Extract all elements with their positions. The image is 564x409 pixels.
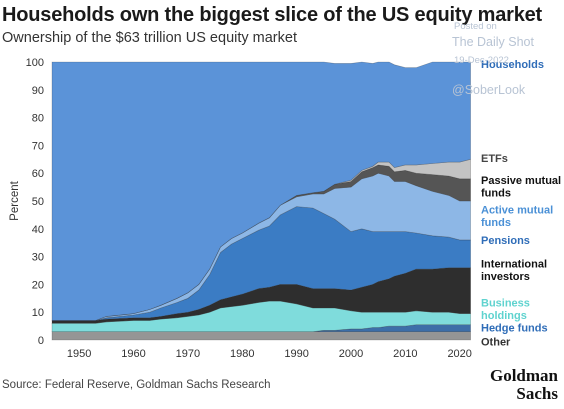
series-label: funds	[481, 188, 511, 200]
series-label: Business	[481, 297, 530, 309]
series-label: Passive mutual	[481, 175, 561, 187]
y-axis-label: Percent	[9, 180, 21, 220]
series-label: International	[481, 259, 547, 271]
series-label: Other	[481, 336, 511, 348]
series-label: Hedge funds	[481, 322, 548, 334]
y-tick-label: 10	[32, 307, 44, 319]
y-tick-label: 20	[32, 279, 44, 291]
series-label: investors	[481, 271, 530, 283]
series-label: Pensions	[481, 235, 530, 247]
y-tick-label: 40	[32, 224, 44, 236]
watermark-date: 19-Dec-2022	[454, 55, 509, 66]
series-label: Households	[481, 59, 544, 71]
goldman-sachs-logo: Goldman Sachs	[489, 366, 558, 403]
series-label: Active mutual	[481, 204, 553, 216]
y-tick-label: 50	[32, 196, 44, 208]
source-note: Source: Federal Reserve, Goldman Sachs R…	[2, 379, 271, 391]
y-tick-label: 70	[32, 140, 44, 152]
y-tick-label: 60	[32, 168, 44, 180]
x-tick-label: 2000	[339, 348, 363, 360]
y-tick-label: 100	[26, 57, 44, 69]
y-tick-label: 30	[32, 252, 44, 264]
watermark-posted-on: Posted on	[454, 21, 497, 32]
watermark-daily-shot: The Daily Shot	[452, 35, 534, 49]
y-tick-label: 0	[38, 335, 44, 347]
area-households	[51, 61, 471, 321]
chart-title: Households own the biggest slice of the …	[2, 4, 543, 26]
x-tick-label: 1970	[176, 348, 200, 360]
series-label: holdings	[481, 310, 527, 322]
x-tick-label: 1960	[121, 348, 145, 360]
series-label: funds	[481, 217, 511, 229]
area-etfs	[52, 158, 471, 321]
watermark-handle: @SoberLook	[452, 83, 526, 97]
area-pensions	[52, 206, 471, 321]
x-tick-label: 1990	[284, 348, 308, 360]
x-tick-label: 1980	[230, 348, 254, 360]
x-tick-label: 2020	[447, 348, 471, 360]
x-tick-label: 2010	[393, 348, 417, 360]
x-tick-label: 1950	[67, 348, 91, 360]
y-tick-label: 80	[32, 113, 44, 125]
y-tick-label: 90	[32, 85, 44, 97]
chart-subtitle: Ownership of the $63 trillion US equity …	[2, 30, 297, 46]
area-active-mutual-funds	[52, 172, 471, 321]
area-other	[51, 331, 471, 341]
series-label: ETFs	[481, 153, 508, 165]
area-passive-mutual-funds	[52, 164, 471, 321]
